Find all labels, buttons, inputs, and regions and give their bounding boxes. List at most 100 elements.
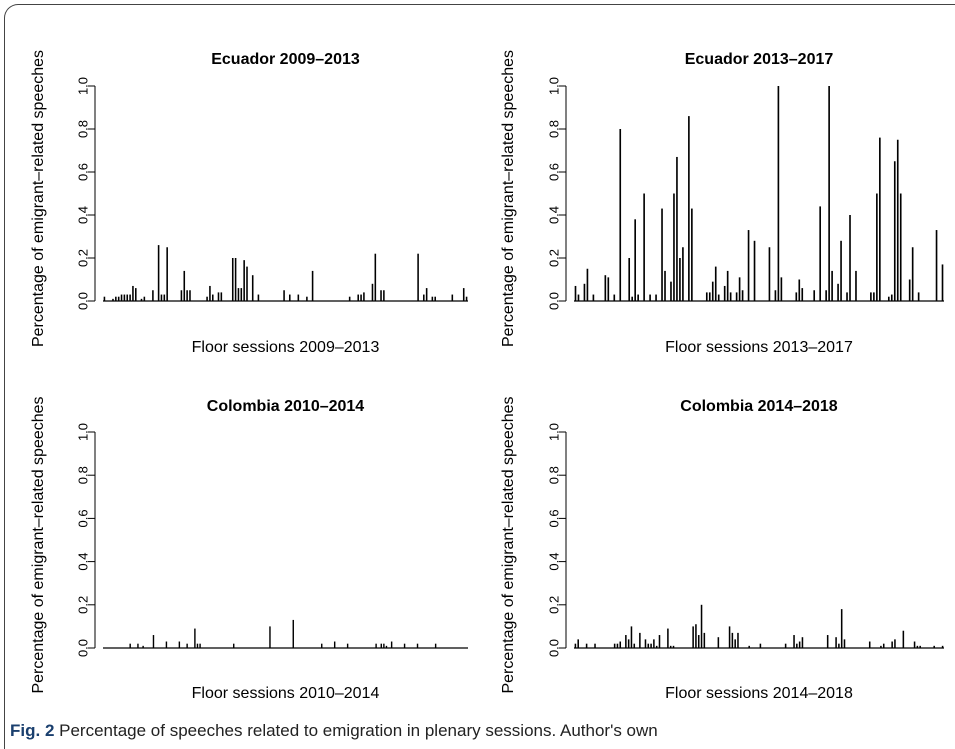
panel-2-bar — [723, 285, 726, 301]
panel-4: Colombia 2014–2018 Floor sessions 2014–20… — [500, 396, 944, 702]
panel-2-bar — [604, 275, 607, 301]
panel-1-bar — [425, 288, 428, 301]
panel-2-bar — [705, 292, 708, 301]
panel-2-bar — [688, 116, 690, 301]
panel-1-bar — [217, 292, 220, 301]
panel-4-bar — [737, 632, 739, 648]
panel-4-bar — [793, 635, 795, 648]
panel-1-bar — [462, 288, 465, 301]
panel-1-y-tick-label: 0.2 — [76, 249, 91, 267]
panel-2-bar — [849, 215, 851, 301]
panel-2-bar — [846, 292, 848, 301]
panel-3: Colombia 2010–2014 Floor sessions 2010–20… — [30, 396, 468, 702]
panel-1-bar — [212, 294, 214, 301]
panel-1-bar — [163, 294, 166, 301]
panel-1-bar — [434, 296, 436, 301]
panel-2-xlabel: Floor sessions 2013–2017 — [665, 339, 853, 356]
panel-1-bar — [117, 296, 120, 301]
panel-3-y-tick-label: 0.2 — [76, 596, 91, 614]
panel-2-bar — [876, 193, 878, 301]
panel-4-bar — [585, 643, 588, 648]
panel-4-y-tick-label: 1.0 — [547, 423, 562, 441]
panel-2-bar — [583, 283, 586, 301]
panel-4-bar — [796, 643, 798, 648]
panel-1-bar — [180, 290, 183, 301]
panel-1-bar — [465, 296, 468, 301]
panel-4-bar — [784, 643, 787, 648]
panel-4-title: Colombia 2014–2018 — [680, 398, 838, 415]
panel-2-ylabel: Percentage of emigrant–related speeches — [500, 50, 517, 347]
panel-1-bar — [357, 294, 359, 301]
panel-4-bar — [880, 645, 882, 648]
panel-2-y-tick-label: 0.2 — [547, 249, 562, 267]
panel-1-bar — [297, 294, 300, 301]
panel-4-bar — [633, 643, 636, 648]
panel-2-bar — [911, 247, 914, 301]
panel-4-bar — [700, 604, 703, 648]
panel-4-bar — [697, 635, 700, 648]
panel-4-bar — [619, 641, 622, 648]
panel-3-bar — [416, 643, 419, 648]
panel-1-bar — [220, 292, 223, 301]
panel-1-y-tick-label: 0.4 — [76, 206, 91, 224]
panel-4-y-tick-label: 0.8 — [547, 466, 562, 484]
panel-2-bar — [879, 137, 881, 301]
panel-1-bar — [283, 290, 285, 301]
panel-3-bar — [321, 643, 323, 648]
panel-3-bar — [152, 635, 155, 648]
panel-2-bar — [801, 288, 804, 301]
panel-3-bar — [142, 645, 144, 648]
panel-4-bar — [692, 626, 694, 648]
panel-4-y-tick-label: 0.6 — [547, 509, 562, 527]
panel-3-bar — [292, 619, 294, 648]
panel-2-bar — [887, 296, 890, 301]
panel-2-bar — [813, 290, 816, 301]
panel-1-y-tick-label: 0.0 — [76, 292, 91, 310]
panel-2-bar — [753, 240, 756, 301]
panel-2-bar — [855, 270, 857, 301]
panel-1-bar — [206, 296, 208, 301]
panel-4-bar — [627, 639, 630, 648]
panel-3-y-tick-label: 0.4 — [76, 553, 91, 571]
panel-1-bar — [152, 290, 154, 301]
panel-4-bar — [655, 645, 658, 648]
panel-2-bar — [682, 247, 684, 301]
panel-2-bar — [747, 230, 750, 301]
panel-3-y-tick-label: 0.8 — [76, 466, 91, 484]
panel-4-bar — [653, 639, 655, 648]
panel-1-bar — [360, 294, 362, 301]
panel-2-bar — [729, 292, 732, 301]
panel-3-bar — [199, 643, 201, 648]
panel-4-y-tick-label: 0.4 — [547, 553, 562, 571]
panel-2-bar — [819, 206, 821, 301]
panel-4-bar — [717, 637, 720, 648]
panel-3-bar — [346, 643, 349, 648]
panel-3-bar — [434, 643, 437, 648]
panel-1-bar — [246, 266, 248, 301]
panel-1-bar — [189, 290, 191, 301]
panel-1-bar — [348, 296, 351, 301]
panel-1-bar — [231, 258, 234, 301]
figure-frame — [4, 4, 955, 749]
panel-4-bar — [613, 643, 616, 648]
panel-4-bar — [574, 643, 577, 648]
panel-1-bar — [209, 285, 211, 301]
panel-4-bar — [933, 645, 935, 648]
panel-4-bar — [798, 641, 801, 648]
panel-4-bar — [594, 643, 596, 648]
panel-2-bar — [825, 290, 827, 301]
panel-2-bar — [837, 283, 839, 301]
panel-4-bar — [647, 643, 650, 648]
panel-3-bar — [196, 643, 199, 648]
panel-2-bar — [670, 281, 672, 301]
panel-1-bar — [306, 296, 308, 301]
panel-1-bar — [103, 296, 106, 301]
panel-4-bar — [672, 645, 675, 648]
panel-2-bar — [655, 294, 657, 301]
panel-1-bar — [126, 294, 129, 301]
panel-1-bar — [417, 253, 419, 301]
panel-1-bar — [143, 296, 146, 301]
panel-3-y-tick-label: 0.6 — [76, 509, 91, 527]
panel-2-bar — [643, 193, 645, 301]
panel-4-bar — [941, 645, 944, 648]
